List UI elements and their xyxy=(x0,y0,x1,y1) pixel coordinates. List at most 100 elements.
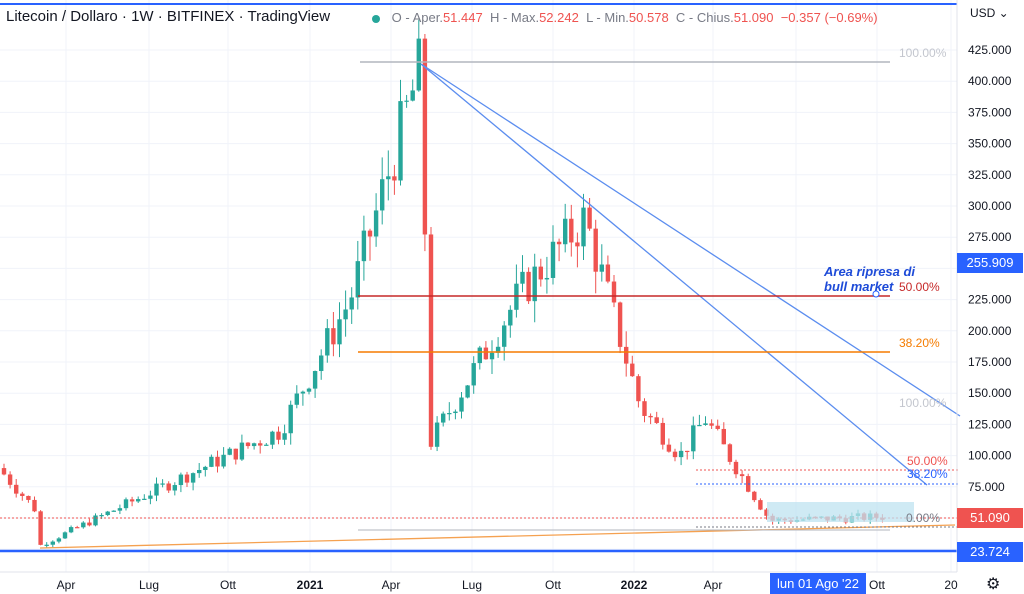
fib-label-382: 38.20% xyxy=(899,336,940,350)
candle-body xyxy=(172,485,177,491)
candle-body xyxy=(532,266,537,302)
x-tick-label: 2022 xyxy=(621,578,648,592)
candle-body xyxy=(727,444,733,462)
candle-body xyxy=(691,425,696,452)
trendline-1[interactable] xyxy=(420,63,961,417)
candle-body xyxy=(617,302,623,347)
y-tick-label: 275.000 xyxy=(968,230,1012,244)
candle-body xyxy=(343,309,348,320)
candle-body xyxy=(666,444,672,452)
candle-body xyxy=(593,228,598,272)
candle-body xyxy=(441,413,446,423)
y-tick-label: 100.000 xyxy=(968,449,1012,463)
consolidation-box[interactable] xyxy=(767,502,914,522)
exchange: BITFINEX xyxy=(166,8,235,25)
fib-label-50: 50.00% xyxy=(899,280,940,294)
x-tick-label: Lug xyxy=(462,578,482,592)
candle-body xyxy=(239,442,245,460)
x-tick-label: Lug xyxy=(139,578,159,592)
candle-body xyxy=(685,450,690,453)
candle-body xyxy=(270,431,275,445)
candle-body xyxy=(56,538,62,542)
candlesticks xyxy=(1,19,885,548)
symbol-name[interactable]: Litecoin / Dollaro xyxy=(6,8,118,25)
candle-body xyxy=(563,218,568,245)
settings-gear-icon[interactable]: ⚙ xyxy=(986,576,1001,593)
high-value: 52.242 xyxy=(539,10,579,25)
candle-body xyxy=(306,388,312,392)
y-tick-label: 175.000 xyxy=(968,355,1012,369)
candle-body xyxy=(599,264,604,272)
interval[interactable]: 1W xyxy=(131,8,154,25)
candle-body xyxy=(752,491,757,501)
candle-body xyxy=(660,422,665,445)
candle-body xyxy=(416,38,421,91)
fib-label-lower-100: 100.00% xyxy=(899,396,947,410)
candle-body xyxy=(569,218,574,243)
candle-body xyxy=(209,456,214,467)
candle-body xyxy=(276,431,281,440)
candle-body xyxy=(471,363,476,386)
annotation-line1: Area ripresa di xyxy=(823,264,915,279)
candle-body xyxy=(422,38,428,235)
candle-body xyxy=(624,346,629,364)
candle-body xyxy=(392,176,397,181)
support-trendline[interactable] xyxy=(39,524,956,549)
candle-body xyxy=(160,483,165,485)
candle-body xyxy=(215,456,220,467)
candle-body xyxy=(154,483,159,496)
candle-body xyxy=(361,230,367,262)
x-tick-label: Apr xyxy=(382,578,401,592)
candle-body xyxy=(245,442,251,447)
candle-body xyxy=(264,444,269,446)
y-tick-label: 225.000 xyxy=(968,293,1012,307)
y-tick-label: 325.000 xyxy=(968,168,1012,182)
chart-title[interactable]: Litecoin / Dollaro · 1W · BITFINEX · Tra… xyxy=(6,8,331,25)
candle-body xyxy=(459,397,464,412)
candle-body xyxy=(404,100,409,102)
candle-body xyxy=(373,210,379,237)
candle-body xyxy=(75,527,80,529)
candle-body xyxy=(288,404,293,434)
currency-selector[interactable]: USD ⌄ xyxy=(970,6,1009,20)
y-tick-label: 200.000 xyxy=(968,324,1012,338)
fib-label-100: 100.00% xyxy=(899,46,947,60)
source: TradingView xyxy=(247,8,331,25)
anchor-point[interactable] xyxy=(872,290,880,298)
candle-body xyxy=(678,450,684,458)
y-tick-label: 425.000 xyxy=(968,43,1012,57)
candle-body xyxy=(117,508,123,511)
candle-body xyxy=(111,510,116,512)
candle-body xyxy=(483,347,489,360)
ohlc-readout: O - Aper.51.447 H - Max.52.242 L - Min.5… xyxy=(372,10,878,25)
candle-body xyxy=(258,443,263,446)
candle-body xyxy=(233,448,238,460)
candle-body xyxy=(142,498,147,500)
x-tick-label: Ott xyxy=(869,578,886,592)
candle-body xyxy=(556,241,562,245)
candle-body xyxy=(337,319,342,345)
candle-body xyxy=(605,264,611,282)
candle-body xyxy=(520,271,525,284)
candle-body xyxy=(331,328,336,345)
candle-body xyxy=(203,466,208,470)
y-tick-label: 125.000 xyxy=(968,417,1012,431)
candle-body xyxy=(312,371,318,389)
candle-body xyxy=(697,424,702,427)
candle-body xyxy=(38,511,43,545)
close-value: 51.090 xyxy=(733,10,774,25)
candle-body xyxy=(367,230,373,237)
candle-body xyxy=(123,499,129,509)
candle-body xyxy=(764,509,769,516)
candle-body xyxy=(672,451,678,458)
open-value: 51.447 xyxy=(442,10,483,25)
trendline-2[interactable] xyxy=(420,63,928,486)
candle-body xyxy=(136,499,141,502)
candle-body xyxy=(636,376,641,402)
candle-body xyxy=(294,393,299,405)
level-low-badge: 23.724 xyxy=(957,542,1023,562)
candle-body xyxy=(508,309,513,326)
candle-body xyxy=(703,423,708,425)
candle-body xyxy=(7,474,13,485)
